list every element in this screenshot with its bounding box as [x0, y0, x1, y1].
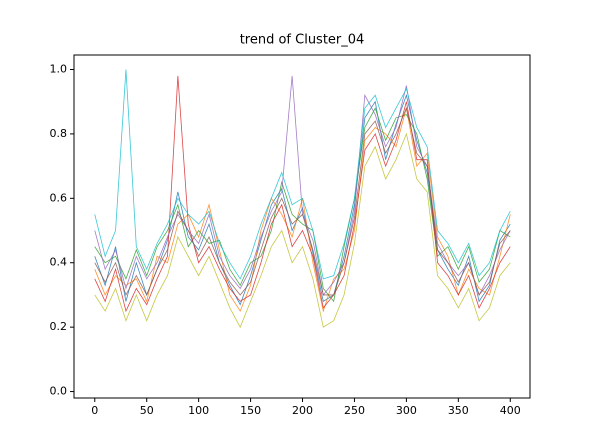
y-tick-label: 0.0 [50, 385, 68, 398]
x-tick-label: 400 [500, 404, 521, 417]
series-line [94, 75, 511, 313]
series-line [94, 106, 511, 296]
y-tick-label: 1.0 [50, 62, 68, 75]
y-tick-label: 0.6 [50, 191, 68, 204]
y-tick-label: 0.4 [50, 256, 68, 269]
series-line [94, 75, 511, 296]
x-tick-label: 100 [188, 404, 209, 417]
chart-title: trend of Cluster_04 [240, 33, 365, 48]
y-tick-label: 0.8 [50, 127, 68, 140]
x-tick-label: 200 [292, 404, 313, 417]
series-line [94, 107, 511, 303]
x-tick-label: 250 [344, 404, 365, 417]
series-line [94, 93, 511, 306]
plot-frame [73, 54, 531, 399]
x-tick-label: 50 [140, 404, 154, 417]
x-tick-label: 150 [240, 404, 261, 417]
series-line [94, 132, 511, 329]
x-tick-label: 0 [91, 404, 98, 417]
y-tick-label: 0.2 [50, 320, 68, 333]
x-tick-label: 300 [396, 404, 417, 417]
x-tick-label: 350 [448, 404, 469, 417]
series-line [94, 69, 511, 280]
